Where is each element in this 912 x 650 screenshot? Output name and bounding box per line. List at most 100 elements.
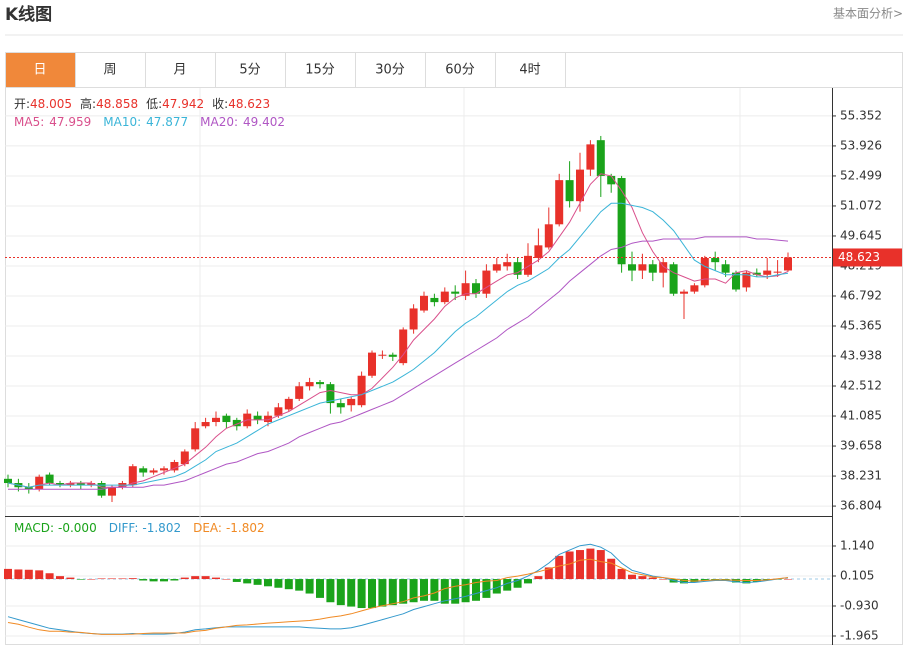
macd-bar — [524, 579, 532, 584]
candle-body — [264, 415, 272, 423]
y-tick-label: 51.072 — [840, 198, 882, 212]
macd-bar — [607, 558, 616, 580]
candle-body — [700, 257, 709, 286]
tab[interactable] — [495, 52, 566, 88]
candle-body — [409, 308, 418, 330]
y-tick-label: 53.926 — [840, 138, 882, 152]
ma-line — [7, 202, 789, 488]
macd-bar — [295, 579, 304, 591]
candle-body — [160, 468, 168, 471]
candle-body — [212, 417, 220, 423]
analysis-link[interactable]: 基本面分析> — [833, 7, 903, 21]
candle-body — [357, 375, 366, 406]
tab-label[interactable]: 4时 — [519, 63, 540, 78]
tab-label[interactable]: 15分 — [305, 63, 335, 78]
macd-bar — [378, 579, 387, 607]
macd-bar — [368, 579, 376, 609]
tab[interactable] — [215, 52, 286, 88]
tab-label[interactable]: 60分 — [445, 63, 475, 78]
macd-bar — [472, 579, 480, 601]
macd-bar — [347, 579, 356, 607]
tab-label[interactable]: 5分 — [239, 63, 260, 78]
y-tick-label: 0.105 — [840, 568, 874, 582]
macd-line — [7, 543, 789, 635]
macd-bar — [222, 579, 231, 580]
info-value: 48.623 — [228, 97, 270, 111]
macd-bar — [108, 578, 116, 580]
candle-body — [274, 407, 283, 416]
y-tick-label: 38.231 — [840, 469, 882, 483]
macd-bar — [232, 579, 241, 582]
y-tick-label: 36.804 — [840, 499, 882, 513]
macd-bar — [555, 555, 564, 580]
info-value: 48.005 — [30, 97, 72, 111]
macd-bar — [596, 550, 605, 580]
macd-bar — [201, 576, 210, 580]
info-label: 收: — [212, 97, 228, 111]
macd-bar — [14, 569, 23, 580]
tab[interactable] — [145, 52, 216, 88]
macd-bar — [180, 577, 189, 580]
ma-line — [7, 173, 789, 488]
candle-body — [368, 352, 376, 376]
ma-legend: MA5: 47.959 MA10: 47.877 MA20: 49.402 — [14, 115, 285, 129]
candle-body — [295, 386, 304, 399]
legend-label: DEA: — [193, 521, 222, 535]
tab-label[interactable]: 周 — [103, 63, 116, 78]
info-value: 47.942 — [162, 97, 204, 111]
candle-body — [284, 398, 293, 410]
tab[interactable] — [75, 52, 146, 88]
info-label: 低: — [146, 97, 162, 111]
candle-body — [638, 264, 647, 271]
last-price-label: 48.623 — [838, 250, 880, 264]
candle-body — [617, 178, 626, 265]
macd-bar — [35, 570, 44, 580]
ohlc-info: 开:48.005 高:48.858 低:47.942 收:48.623 — [14, 96, 270, 111]
candle-body — [461, 283, 470, 296]
candle-body — [773, 271, 782, 273]
candle-body — [711, 257, 720, 263]
candle-body — [784, 257, 792, 271]
y-tick-label: -1.965 — [840, 629, 879, 643]
macd-bar — [628, 574, 636, 580]
ma-line — [8, 236, 789, 490]
macd-bar — [191, 576, 200, 580]
macd-bar — [139, 579, 148, 581]
legend-value: 47.877 — [146, 115, 188, 129]
macd-bar — [160, 579, 168, 582]
candle-body — [576, 169, 584, 202]
macd-bar — [430, 579, 439, 601]
macd-bar — [482, 579, 491, 598]
candle-body — [420, 295, 428, 311]
candle-body — [347, 398, 356, 406]
candle-body — [180, 451, 189, 465]
macd-bar — [492, 579, 501, 594]
macd-bar — [700, 579, 709, 581]
tab[interactable] — [5, 52, 76, 88]
tab[interactable] — [355, 52, 426, 88]
candle-body — [763, 270, 772, 275]
macd-bar — [56, 576, 64, 580]
macd-bar — [264, 579, 272, 587]
tab-label[interactable]: 月 — [173, 63, 186, 78]
candle-body — [326, 384, 335, 404]
tab[interactable] — [285, 52, 356, 88]
candle-body — [659, 262, 668, 273]
legend-value: -0.000 — [58, 521, 97, 535]
candle-body — [742, 272, 751, 288]
macd-bar — [128, 578, 137, 580]
tab-label[interactable]: 30分 — [375, 63, 405, 78]
candle-body — [680, 291, 688, 294]
legend-value: 49.402 — [243, 115, 285, 129]
macd-bar — [461, 579, 470, 603]
macd-bar — [253, 579, 262, 585]
legend-label: MA5: — [14, 115, 44, 129]
legend-label: MA10: — [103, 115, 141, 129]
macd-bar — [45, 573, 54, 580]
tab-label[interactable]: 日 — [33, 63, 46, 78]
macd-bar — [87, 579, 96, 580]
candle-body — [232, 419, 241, 427]
candle-body — [139, 468, 148, 473]
candle-body — [35, 476, 44, 490]
macd-bar — [336, 579, 345, 606]
